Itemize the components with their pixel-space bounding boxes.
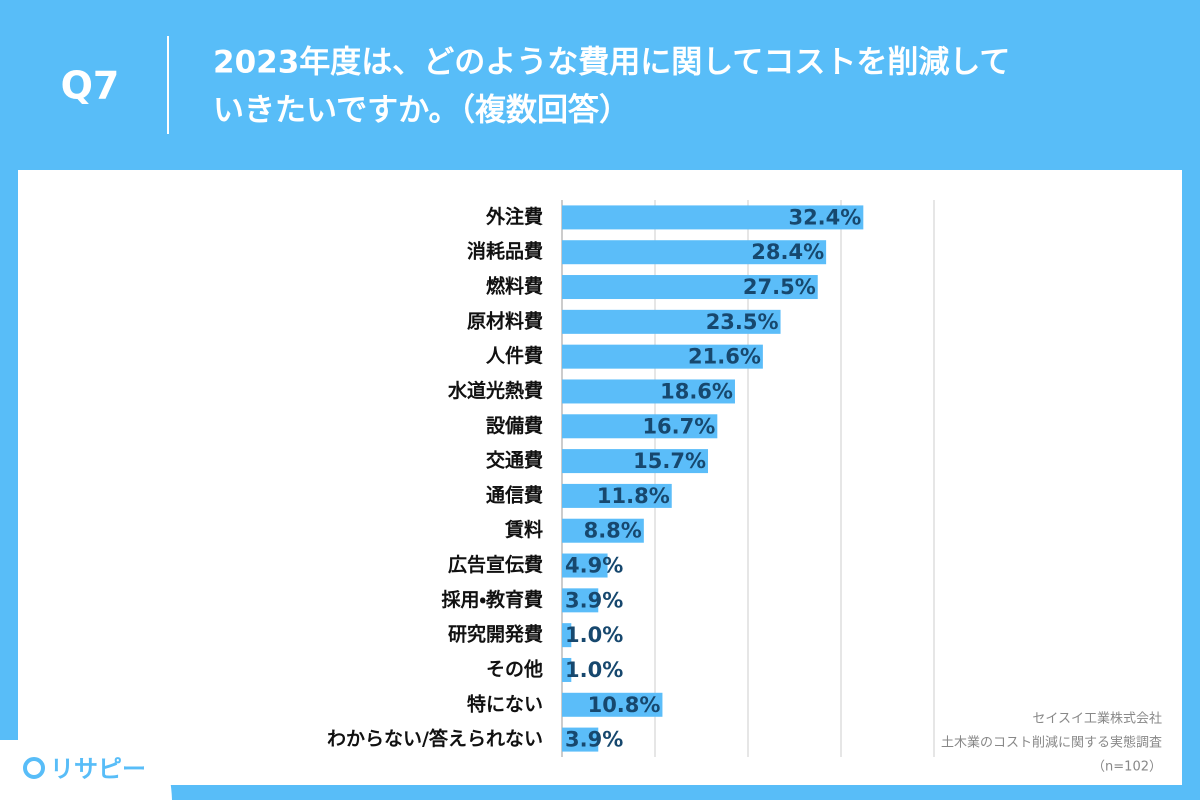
category-label: 燃料費 — [486, 275, 543, 298]
value-label: 1.0% — [565, 658, 623, 682]
panel — [18, 170, 1182, 785]
value-label: 27.5% — [743, 275, 816, 299]
title-line: いきたいですか。（複数回答） — [213, 93, 630, 129]
value-label: 3.9% — [565, 728, 623, 752]
category-label: 採用・教育費 — [442, 588, 543, 611]
logo-tab — [0, 740, 172, 800]
value-label: 16.7% — [642, 414, 715, 438]
category-label: 交通費 — [486, 449, 543, 472]
source-line: （n=102） — [1092, 760, 1162, 775]
bar — [562, 275, 818, 300]
category-label: 特にない — [467, 693, 543, 715]
category-label: 通信費 — [486, 483, 543, 506]
value-label: 1.0% — [565, 623, 623, 647]
logo: リサピー — [50, 755, 146, 783]
bar — [562, 727, 599, 752]
category-label: その他 — [486, 657, 543, 680]
value-label: 4.9% — [565, 554, 623, 578]
category-label: わからない/答えられない — [327, 727, 543, 750]
category-label: 広告宣伝費 — [448, 553, 543, 576]
value-label: 28.4% — [751, 240, 824, 264]
bar — [562, 240, 827, 265]
category-label: 消耗品費 — [467, 240, 543, 263]
bar — [562, 588, 599, 613]
value-label: 23.5% — [706, 310, 779, 334]
bar — [562, 518, 644, 543]
category-label: 賃料 — [504, 518, 543, 541]
category-label: 外注費 — [485, 205, 543, 228]
category-label: 人件費 — [485, 344, 543, 367]
value-label: 32.4% — [788, 205, 861, 229]
source-line: 土木業のコスト削減に関する実態調査 — [941, 735, 1162, 751]
category-label: 原材料費 — [467, 309, 543, 332]
bar — [562, 623, 572, 648]
value-label: 10.8% — [588, 693, 661, 717]
bar — [562, 205, 864, 230]
bar — [562, 553, 608, 578]
question-number: Q7 — [61, 64, 120, 108]
category-label: 水道光熱費 — [447, 379, 543, 402]
value-label: 8.8% — [584, 519, 642, 543]
category-label: 設備費 — [486, 414, 543, 437]
bar — [562, 657, 572, 682]
value-label: 15.7% — [633, 449, 706, 473]
bar — [562, 414, 718, 439]
bar — [562, 379, 735, 404]
value-label: 11.8% — [597, 484, 670, 508]
value-label: 21.6% — [688, 345, 761, 369]
bar — [562, 692, 663, 717]
value-label: 3.9% — [565, 588, 623, 612]
bar — [562, 449, 709, 474]
title-line: 2023年度は、どのような費用に関してコストを削減して — [213, 45, 1010, 81]
source-line: セイスイ工業株式会社 — [1032, 711, 1162, 727]
category-label: 研究開発費 — [448, 623, 543, 646]
bar — [562, 483, 672, 508]
bar — [562, 344, 763, 369]
bar — [562, 309, 781, 334]
logo-icon — [23, 757, 45, 779]
value-label: 18.6% — [660, 379, 733, 403]
